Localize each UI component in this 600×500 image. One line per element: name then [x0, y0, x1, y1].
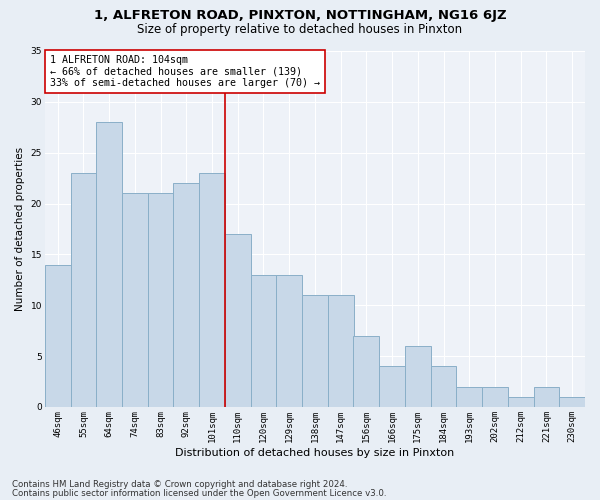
Bar: [302, 295, 328, 407]
Bar: [353, 336, 379, 407]
Bar: [148, 194, 173, 407]
Bar: [328, 295, 353, 407]
Bar: [96, 122, 122, 407]
Bar: [431, 366, 457, 407]
Text: 1 ALFRETON ROAD: 104sqm
← 66% of detached houses are smaller (139)
33% of semi-d: 1 ALFRETON ROAD: 104sqm ← 66% of detache…: [50, 54, 320, 88]
Bar: [277, 274, 302, 407]
Bar: [533, 386, 559, 407]
Bar: [71, 173, 96, 407]
Bar: [482, 386, 508, 407]
Bar: [173, 183, 199, 407]
Text: Contains public sector information licensed under the Open Government Licence v3: Contains public sector information licen…: [12, 488, 386, 498]
Bar: [379, 366, 405, 407]
Bar: [559, 396, 585, 407]
Bar: [457, 386, 482, 407]
Text: Contains HM Land Registry data © Crown copyright and database right 2024.: Contains HM Land Registry data © Crown c…: [12, 480, 347, 489]
Text: 1, ALFRETON ROAD, PINXTON, NOTTINGHAM, NG16 6JZ: 1, ALFRETON ROAD, PINXTON, NOTTINGHAM, N…: [94, 9, 506, 22]
Bar: [508, 396, 533, 407]
Y-axis label: Number of detached properties: Number of detached properties: [15, 147, 25, 311]
Bar: [122, 194, 148, 407]
Bar: [405, 346, 431, 407]
Bar: [199, 173, 225, 407]
Bar: [251, 274, 277, 407]
Bar: [45, 264, 71, 407]
Text: Size of property relative to detached houses in Pinxton: Size of property relative to detached ho…: [137, 22, 463, 36]
X-axis label: Distribution of detached houses by size in Pinxton: Distribution of detached houses by size …: [175, 448, 455, 458]
Bar: [225, 234, 251, 407]
